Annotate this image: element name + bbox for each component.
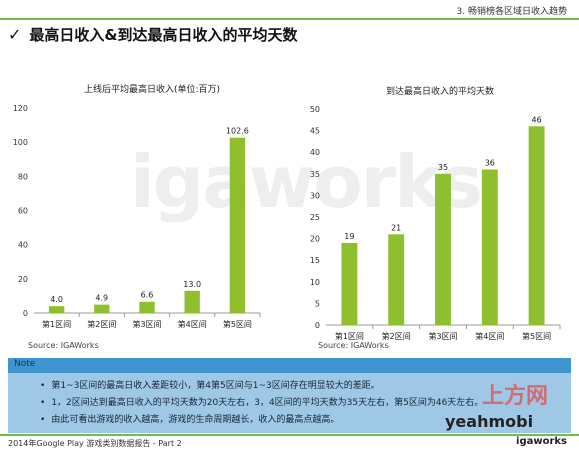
data-label: 36 xyxy=(485,158,495,167)
y-tick-label: 50 xyxy=(310,105,320,114)
bar xyxy=(229,137,246,313)
bar xyxy=(341,242,358,325)
page-title-text: 最高日收入&到达最高日收入的平均天数 xyxy=(29,26,298,44)
bullet-dot: • xyxy=(40,381,46,391)
x-tick-label: 第1区间 xyxy=(42,319,71,329)
y-tick-label: 80 xyxy=(18,172,28,181)
y-tick-label: 20 xyxy=(18,275,28,284)
data-label: 6.6 xyxy=(141,291,154,300)
footer-left: 2014年Google Play 游戏类别数据报告 - Part 2 xyxy=(8,439,182,448)
note-bullets: • 第1~3区间的最高日收入差距较小，第4第5区间与1~3区间存在明显较大的差距。… xyxy=(40,378,483,429)
x-tick-label: 第2区间 xyxy=(382,331,411,341)
bar xyxy=(94,304,110,313)
bar xyxy=(435,173,451,325)
y-tick-label: 45 xyxy=(310,127,320,136)
y-tick-label: 100 xyxy=(13,138,28,147)
x-tick-label: 第3区间 xyxy=(428,331,457,341)
y-tick-label: 40 xyxy=(18,241,28,250)
x-tick-label: 第5区间 xyxy=(223,319,252,329)
data-label: 46 xyxy=(532,115,542,124)
section-tag: 3. 畅销榜各区域日收入趋势 xyxy=(456,7,567,17)
chart-source: Source: IGAWorks xyxy=(318,341,389,350)
data-label: 13.0 xyxy=(183,280,201,289)
page-title: ✓ 最高日收入&到达最高日收入的平均天数 xyxy=(8,24,298,45)
bar xyxy=(388,234,405,325)
y-tick-label: 0 xyxy=(23,309,28,318)
note-bullet-text: 由此可看出游戏的收入越高，游戏的生命周期越长，收入的最高点越高。 xyxy=(51,415,340,425)
bar xyxy=(48,306,65,313)
y-tick-label: 120 xyxy=(13,104,28,113)
y-tick-label: 30 xyxy=(310,191,320,200)
y-tick-label: 40 xyxy=(310,148,320,157)
data-label: 35 xyxy=(438,163,448,172)
x-tick-label: 第2区间 xyxy=(87,319,116,329)
x-tick-label: 第3区间 xyxy=(132,319,161,329)
bar xyxy=(528,126,545,325)
x-tick-label: 第5区间 xyxy=(522,331,551,341)
overlay-brand-watermark: yeahmobi xyxy=(445,412,534,431)
footer-logo: igaworks xyxy=(516,436,567,447)
bullet-dot: • xyxy=(40,415,46,425)
x-tick-label: 第4区间 xyxy=(178,319,207,329)
y-tick-label: 25 xyxy=(310,213,320,222)
check-icon: ✓ xyxy=(8,25,22,44)
note-bullet: • 第1~3区间的最高日收入差距较小，第4第5区间与1~3区间存在明显较大的差距。 xyxy=(40,378,483,395)
note-bullet: • 1，2区间达到最高日收入的平均天数为20天左右，3，4区间的平均天数为35天左… xyxy=(40,395,483,412)
data-label: 4.0 xyxy=(50,295,63,304)
note-bullet: • 由此可看出游戏的收入越高，游戏的生命周期越长，收入的最高点越高。 xyxy=(40,412,483,429)
chart-title: 到达最高日收入的平均天数 xyxy=(386,85,494,97)
data-label: 21 xyxy=(391,223,401,232)
x-tick-label: 第4区间 xyxy=(475,331,504,341)
y-tick-label: 5 xyxy=(315,299,320,308)
overlay-site-watermark: 上方网 xyxy=(482,384,549,409)
x-tick-label: 第1区间 xyxy=(335,331,364,341)
data-label: 102.6 xyxy=(226,127,249,136)
watermark: igaworks xyxy=(130,140,483,224)
bar xyxy=(481,169,498,325)
bullet-dot: • xyxy=(40,398,46,408)
note-label: Note xyxy=(14,359,36,369)
bar xyxy=(184,290,200,313)
header-rule xyxy=(0,18,579,20)
y-tick-label: 35 xyxy=(310,170,320,179)
y-tick-label: 60 xyxy=(18,207,28,216)
note-header xyxy=(8,358,571,373)
note-bullet-text: 第1~3区间的最高日收入差距较小，第4第5区间与1~3区间存在明显较大的差距。 xyxy=(51,381,380,391)
data-label: 19 xyxy=(344,232,354,241)
y-tick-label: 15 xyxy=(310,256,320,265)
charts-canvas: 上线后平均最高日收入(单位:百万)0204060801001204.0第1区间4… xyxy=(13,83,561,350)
footer-rule xyxy=(0,434,579,436)
note-bullet-text: 1，2区间达到最高日收入的平均天数为20天左右，3，4区间的平均天数为35天左右… xyxy=(51,398,484,408)
data-label: 4.9 xyxy=(95,294,108,303)
y-tick-label: 20 xyxy=(310,235,320,244)
y-tick-label: 0 xyxy=(315,321,320,330)
y-tick-label: 10 xyxy=(310,278,320,287)
bar xyxy=(139,301,155,313)
chart-title: 上线后平均最高日收入(单位:百万) xyxy=(84,83,220,95)
chart-source: Source: IGAWorks xyxy=(28,341,99,350)
